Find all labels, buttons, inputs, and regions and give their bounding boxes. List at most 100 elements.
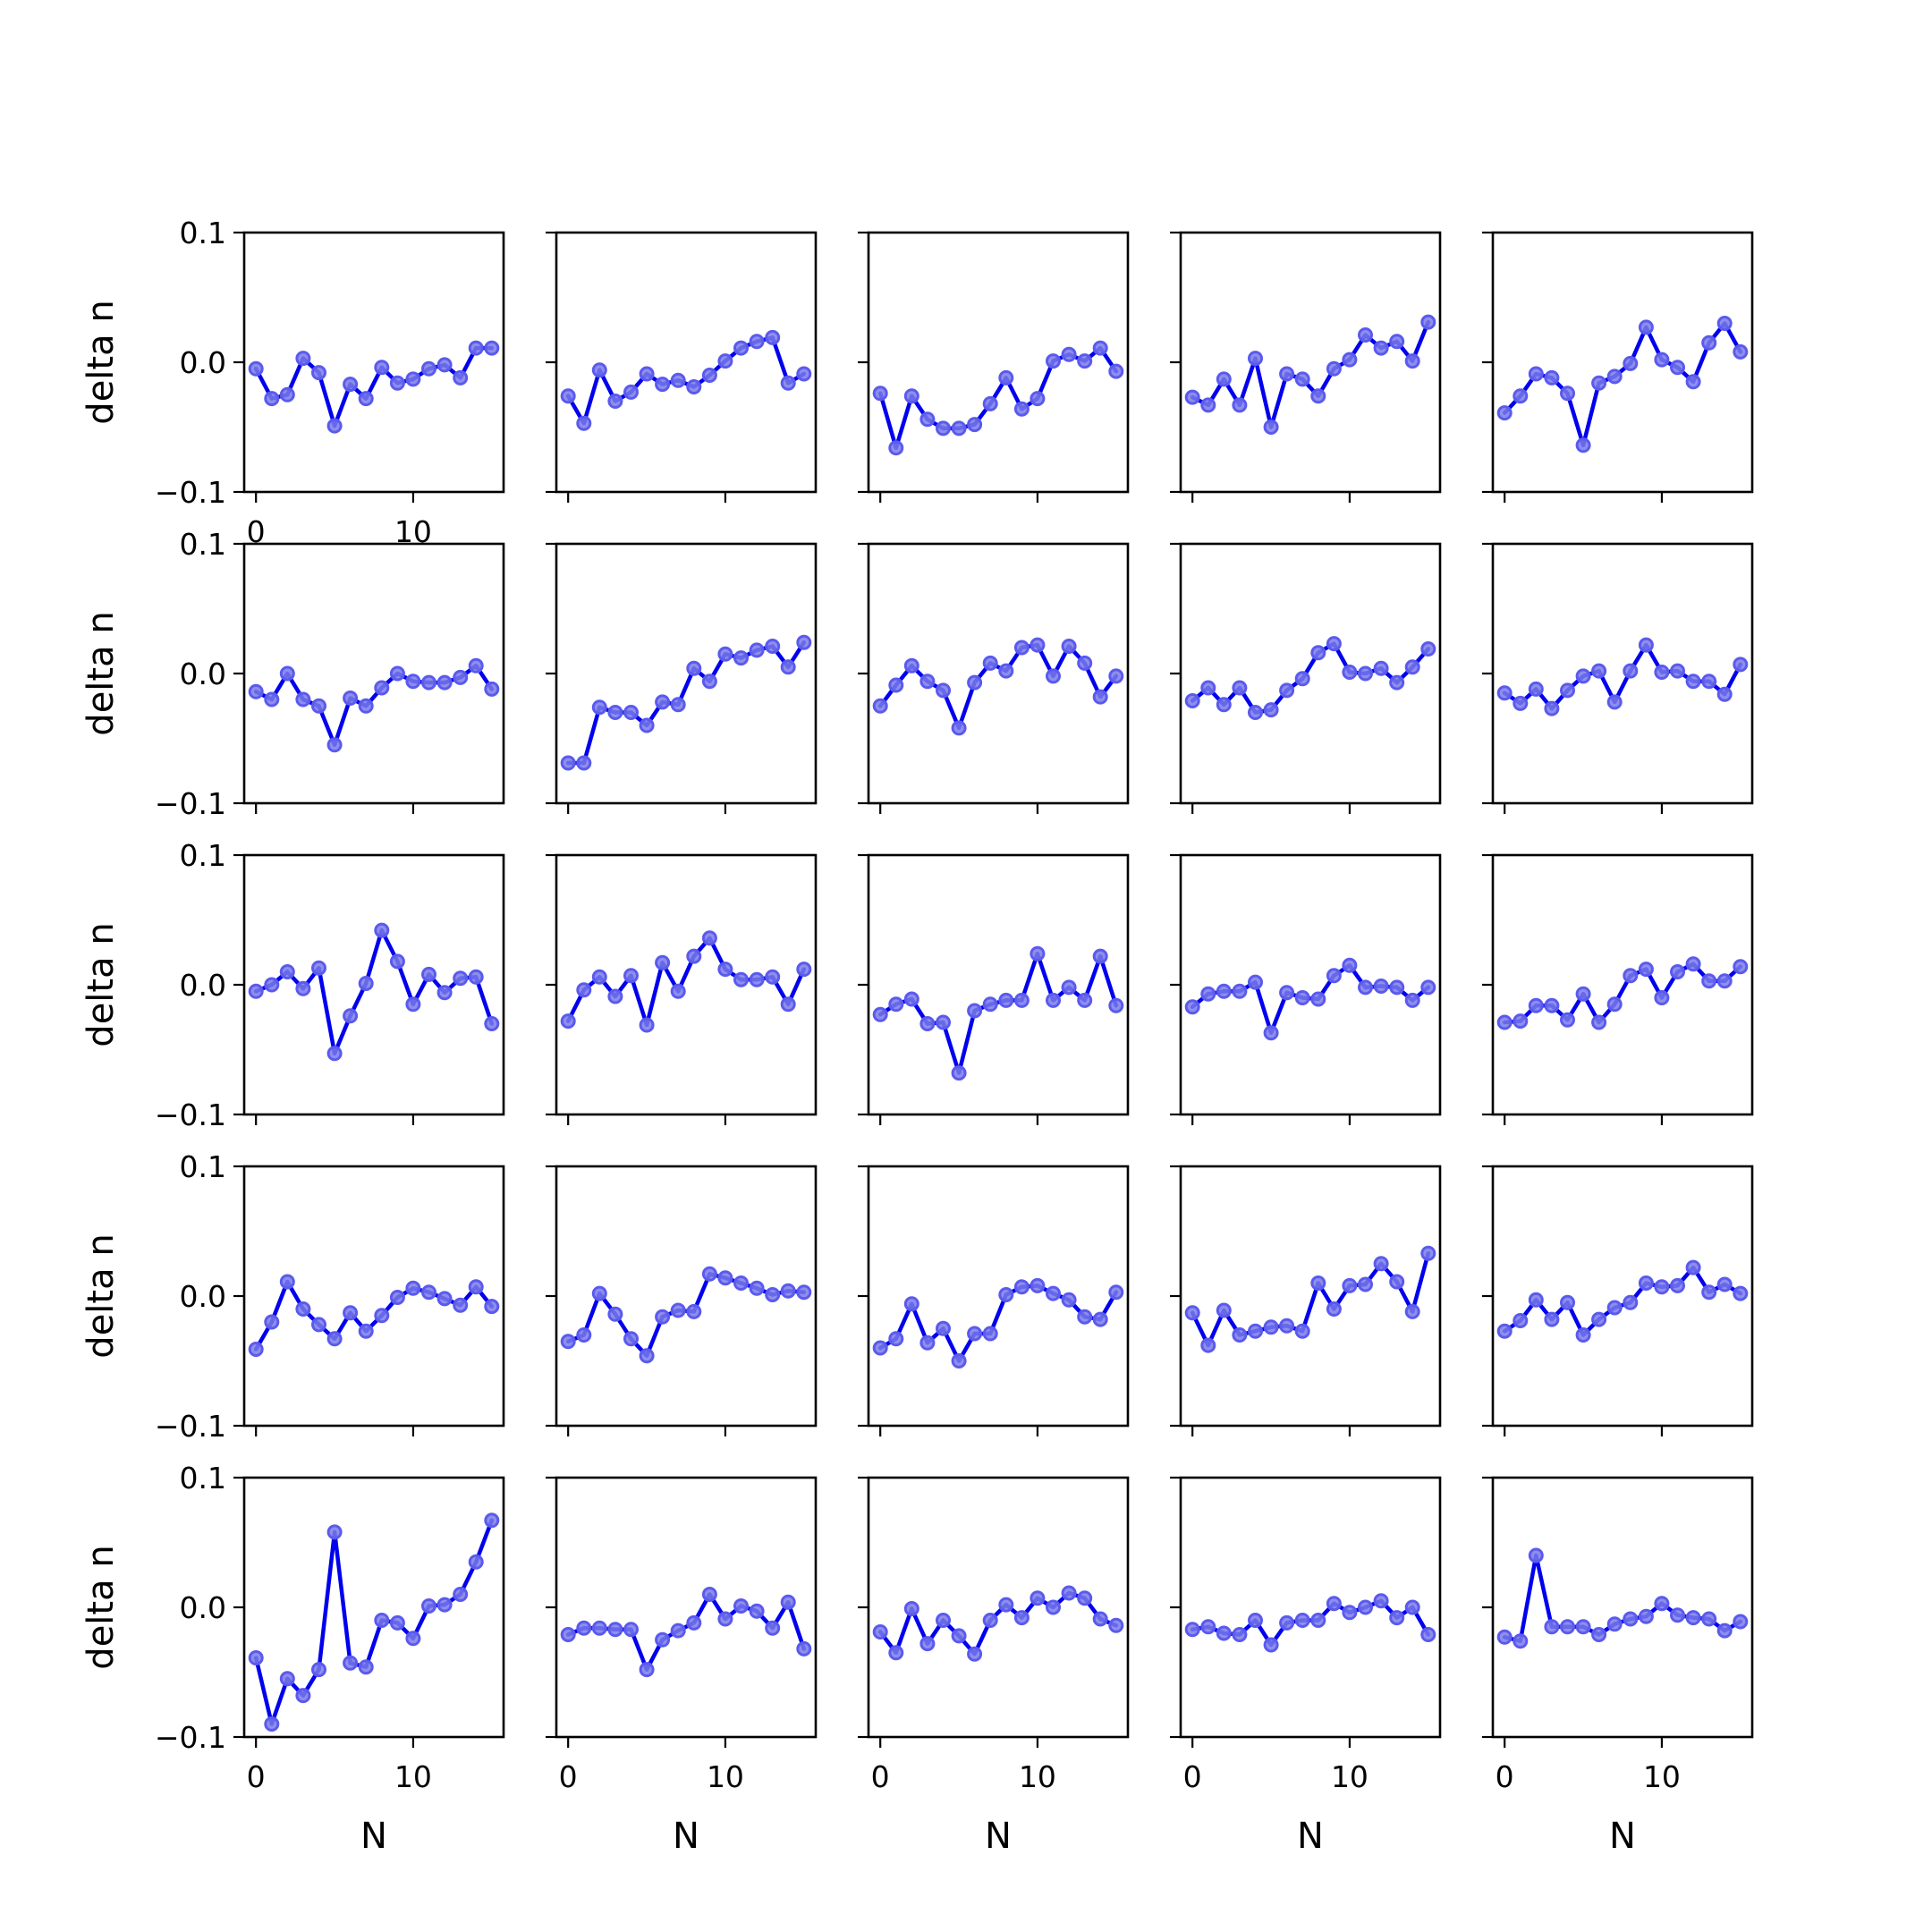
data-point [1513,1013,1529,1030]
subplot-r3-c0: 0.1 0.0 −0.1 delta n [80,1149,505,1444]
data-point [796,366,812,382]
data-point [888,996,904,1013]
x-tick-label: 0 [871,1759,890,1794]
data-point [1263,1637,1279,1653]
data-point [1623,1611,1639,1627]
data-point [639,1017,655,1033]
data-point [1560,1294,1575,1310]
data-point [1591,1627,1607,1642]
data-point [780,996,796,1013]
data-point [1623,1294,1639,1310]
data-point [1216,983,1232,999]
data-point [701,674,717,690]
data-point [872,698,888,714]
data-point [1528,997,1544,1013]
data-point [1294,371,1310,387]
subplot-r4-c2: 0 10N [858,1476,1130,1857]
data-point [279,386,295,402]
subplot-r1-c2 [858,542,1130,814]
data-point [623,968,639,984]
data-point [1654,665,1670,680]
data-point [607,705,623,720]
data-point [1216,1625,1232,1641]
data-point [872,1624,888,1640]
data-point [343,1008,359,1024]
data-point [1046,1285,1061,1301]
data-point [670,697,686,713]
data-point [421,360,436,377]
data-point [1061,1585,1077,1601]
data-point [1544,1311,1560,1327]
data-point [717,353,733,369]
x-tick-label: 10 [394,1759,432,1794]
data-point [1733,959,1749,975]
data-point [1294,671,1310,687]
data-point [1606,369,1623,385]
data-point [1575,1327,1591,1343]
data-point [468,340,484,356]
data-point [1358,1599,1373,1615]
data-point [1077,992,1093,1008]
data-point [389,953,405,970]
data-point [780,659,796,675]
data-point [421,1598,436,1614]
data-point [749,1603,765,1619]
series-line [253,345,495,428]
data-point [1200,986,1216,1002]
y-axis-label: delta n [80,1545,122,1669]
y-tick-label: −0.1 [155,1097,226,1132]
data-point [919,411,936,428]
series-line [565,640,807,766]
data-point [1184,389,1200,405]
data-point [1046,1599,1061,1615]
data-point [264,1314,280,1330]
data-point [591,362,607,378]
data-point [639,717,655,733]
data-point [358,1659,374,1675]
data-point [1654,1279,1670,1295]
data-point [1701,1284,1717,1301]
data-point [405,674,421,690]
y-tick-label: 0.0 [180,657,226,691]
data-point [591,1620,607,1636]
data-point [1575,986,1591,1002]
y-tick-label: 0.1 [180,527,226,562]
data-point [295,691,311,708]
data-point [453,970,469,987]
data-point [1092,1611,1108,1627]
data-point [1733,1285,1749,1301]
subplot-r2-c4 [1482,853,1754,1125]
data-point [951,1353,967,1368]
data-point [796,1640,812,1657]
data-point [1389,1274,1405,1290]
data-point [484,1513,500,1529]
data-point [1232,1327,1248,1343]
y-axis-label: delta n [80,1233,122,1358]
data-point [951,1065,967,1081]
data-point [749,1280,765,1296]
data-point [1560,1619,1575,1635]
data-point [1342,665,1358,680]
data-point [1248,974,1263,990]
data-point [1591,1014,1607,1030]
data-point [591,1285,607,1301]
series-line [1502,1265,1743,1337]
data-point [295,1301,311,1317]
data-point [655,954,671,970]
data-point [888,1645,904,1661]
data-point [749,642,765,658]
data-point [1248,351,1263,367]
data-point [919,1335,936,1351]
x-axis-label: N [673,1816,699,1857]
data-point [1263,702,1279,718]
data-point [560,755,576,771]
data-point [951,1628,967,1644]
data-point [421,1284,436,1301]
data-point [967,674,983,691]
data-point [343,691,359,706]
data-point [1108,363,1124,379]
x-axis-label: N [985,1816,1012,1857]
data-point [1263,419,1279,435]
subplot-r2-c2 [858,853,1130,1125]
